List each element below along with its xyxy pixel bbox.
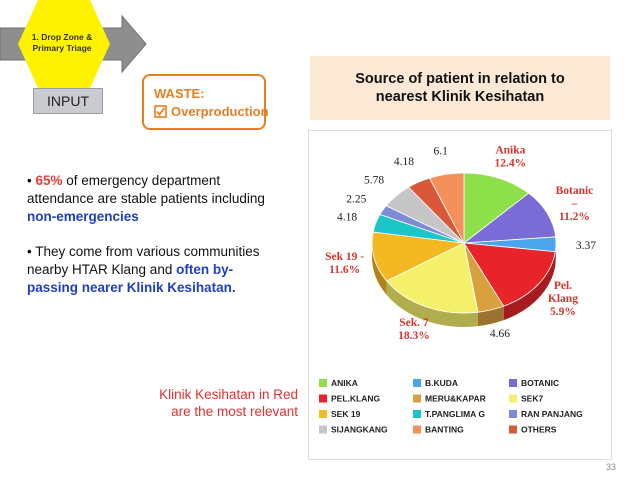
- process-step-line1: 1. Drop Zone &: [32, 32, 92, 42]
- pie-side-pel-klang: [503, 251, 556, 321]
- bullet-text-part: often by-passing nearer Klinik Kesihatan…: [27, 262, 236, 295]
- pie-slice-sek7: [386, 242, 479, 314]
- chart-legend: ANIKA B.KUDA BOTANIC PEL.KLANG MERU&KAPAR SEK…: [319, 378, 583, 435]
- legend-label: OTHERS: [521, 425, 557, 435]
- pie-label-pel-klang: Pel. Klang 5.9%: [548, 280, 578, 318]
- legend-swatch: [413, 394, 421, 403]
- pie-label-banting: 6.1: [434, 146, 449, 158]
- bullet-1: • 65% of emergency department attendance…: [27, 172, 267, 226]
- legend-label: ANIKA: [331, 378, 358, 388]
- legend-swatch: [319, 425, 327, 434]
- bullet-text-part: of emergency department attendance are s…: [27, 173, 265, 206]
- hexagon-shape: [18, 0, 110, 88]
- legend-swatch: [319, 410, 327, 418]
- pie-chart: Anika 12.4% Botanic –11.2% 3.37 Pel. Klang 5.9%…: [319, 145, 596, 435]
- bullet-2: • They come from various communities nea…: [27, 243, 267, 297]
- legend-swatch: [509, 394, 517, 403]
- bullet-text-part: 65%: [35, 173, 63, 188]
- legend-swatch: [509, 379, 517, 387]
- legend-label: PEL.KLANG: [331, 394, 381, 404]
- legend-label: MERU&KAPAR: [425, 394, 486, 404]
- bullet-text-part: •: [27, 173, 36, 188]
- input-label: INPUT: [33, 88, 103, 114]
- bullet-text-part: non-emergencies: [27, 209, 139, 224]
- legend-label: BANTING: [425, 425, 464, 435]
- pie-label-meru-kapar: 4.66: [490, 328, 510, 340]
- waste-item-row: Overproduction: [154, 104, 269, 119]
- pie-side-sek-19: [372, 243, 387, 295]
- pie-slice-botanic: [462, 192, 557, 244]
- waste-label: WASTE:: [154, 86, 205, 101]
- pie-label-anika: Anika 12.4%: [495, 145, 527, 170]
- legend-swatch: [319, 394, 327, 403]
- chart-title-line2: nearest Klinik Kesihatan: [375, 89, 545, 105]
- note-text: Klinik Kesihatan in Red are the most rel…: [159, 387, 298, 419]
- pie-label-t-panglima-g: 4.18: [337, 211, 357, 223]
- pie-side-sek7: [386, 280, 479, 327]
- checkbox-icon: [154, 105, 167, 118]
- pie-label-botanic: Botanic –11.2%: [556, 185, 594, 223]
- page-number: 33: [606, 462, 617, 472]
- legend-label: T.PANGLIMA G: [425, 409, 485, 419]
- legend-swatch: [319, 379, 327, 387]
- waste-box: WASTE: Overproduction: [142, 74, 269, 130]
- legend-swatch: [413, 379, 421, 387]
- pie-slice-anika: [463, 172, 530, 244]
- pie-slice-pel-klang: [463, 242, 556, 307]
- pie-label-sek7: Sek. 7 18.3%: [398, 317, 430, 342]
- legend-label: SIJANGKANG: [331, 425, 388, 435]
- process-step-line2: Primary Triage: [32, 43, 91, 53]
- legend-label: B.KUDA: [425, 378, 458, 388]
- chart-frame: Anika 12.4% Botanic –11.2% 3.37 Pel. Klang 5.9%…: [308, 130, 612, 460]
- chart-title-line1: Source of patient in relation to: [355, 71, 565, 87]
- pie-label-sek-19: Sek 19 -11.6%: [325, 251, 364, 276]
- process-arrow: 1. Drop Zone & Primary Triage: [0, 0, 147, 88]
- pie-label-ran-panjang: 2.25: [346, 194, 366, 206]
- pie-side-meru-kapar: [478, 306, 504, 327]
- pie-label-sijangkang: 5.78: [364, 174, 384, 186]
- legend-swatch: [509, 425, 517, 434]
- legend-swatch: [509, 410, 517, 418]
- legend-label: SEK 19: [331, 409, 361, 419]
- waste-item: Overproduction: [171, 104, 269, 119]
- pie-label-others: 4.18: [394, 156, 414, 168]
- pie-slice-sek-19: [371, 231, 466, 282]
- legend-label: SEK7: [521, 394, 543, 404]
- pie-label-b-kuda: 3.37: [576, 240, 596, 252]
- legend-swatch: [413, 410, 421, 418]
- chart-title-box: Source of patient in relation to nearest…: [310, 56, 610, 120]
- legend-label: BOTANIC: [521, 378, 559, 388]
- legend-label: RAN PANJANG: [521, 409, 583, 419]
- pie-slice-banting: [428, 172, 465, 244]
- bullet-text-part: • They come from various communities nea…: [27, 244, 260, 277]
- legend-swatch: [413, 425, 421, 434]
